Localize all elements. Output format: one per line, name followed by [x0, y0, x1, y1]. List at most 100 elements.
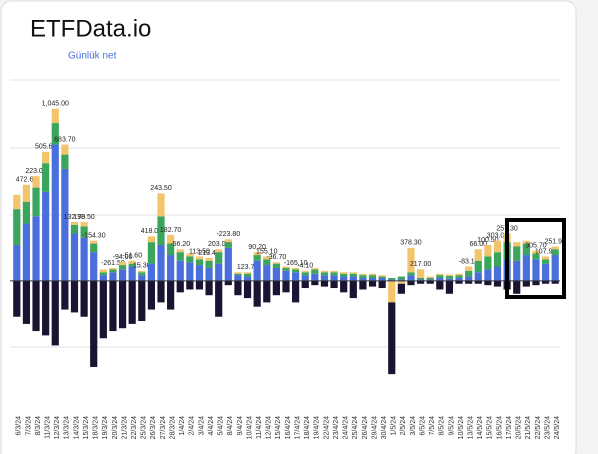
bar-segment: [474, 260, 482, 273]
bar-segment: [51, 144, 59, 281]
x-tick-label: 22/5/24: [535, 416, 542, 439]
x-tick-label: 24/5/24: [554, 416, 561, 439]
bar-segment: [330, 272, 338, 276]
bar-segment: [292, 269, 300, 273]
x-tick-label: 1/4/24: [179, 416, 186, 436]
bar-segment: [493, 252, 502, 267]
bar-segment: [532, 280, 540, 286]
bar-segment: [51, 108, 59, 124]
x-tick-label: 6/5/24: [419, 416, 426, 436]
value-label: -4.10: [297, 263, 313, 270]
x-tick-label: 19/3/24: [102, 416, 109, 439]
bar-segment: [301, 280, 309, 289]
bar-segment: [61, 280, 69, 310]
bar-segment: [215, 263, 223, 281]
x-tick-label: 28/3/24: [169, 416, 176, 439]
bar-segment: [378, 276, 386, 278]
bar-segment: [272, 262, 280, 264]
bar-segment: [340, 273, 348, 277]
bar-segment: [234, 280, 242, 296]
x-tick-label: 16/4/24: [285, 416, 292, 439]
value-label: 66.00: [470, 241, 488, 248]
bar-segment: [551, 255, 559, 281]
bar-segment: [532, 250, 540, 254]
bar-segment: [157, 245, 165, 281]
x-tick-label: 16/5/24: [496, 416, 503, 439]
bar-segment: [301, 270, 309, 273]
bar-segment: [205, 280, 213, 296]
bar-segment: [176, 280, 184, 293]
bar-segment: [397, 280, 405, 284]
bar-segment: [157, 280, 165, 303]
bar-segment: [176, 252, 184, 261]
bar-segment: [378, 278, 386, 281]
bar-segment: [493, 240, 502, 253]
bar-segment: [22, 201, 31, 224]
bar-segment: [388, 280, 396, 303]
bar-segment: [128, 280, 136, 324]
bar-segment: [349, 273, 357, 277]
bar-segment: [167, 243, 175, 256]
bar-segment: [138, 270, 146, 273]
bar-segment: [243, 276, 252, 281]
bar-segment: [292, 267, 300, 270]
bar-segment: [147, 263, 156, 281]
bar-segment: [42, 280, 50, 336]
x-tick-label: 13/5/24: [468, 416, 475, 439]
bar-segment: [195, 256, 204, 260]
value-label: 418.00: [141, 228, 163, 235]
bar-segment: [551, 246, 559, 250]
bar-segment: [368, 278, 377, 281]
bar-segment: [70, 224, 79, 234]
bar-segment: [397, 279, 405, 281]
bar-segment: [253, 280, 261, 307]
x-tick-label: 5/4/24: [218, 416, 225, 436]
bar-segment: [368, 275, 377, 278]
x-tick-label: 26/3/24: [150, 416, 157, 439]
bar-segment: [436, 275, 444, 278]
value-label: 203.00: [208, 241, 230, 248]
bar-segment: [80, 222, 88, 227]
x-tick-label: 29/4/24: [371, 416, 378, 439]
bar-segment: [416, 278, 425, 280]
value-label: 15.30: [133, 263, 151, 270]
bar-segment: [522, 280, 530, 287]
bar-segment: [253, 260, 261, 281]
bar-segment: [368, 280, 377, 287]
bar-segment: [436, 280, 444, 290]
bar-segment: [465, 270, 473, 277]
bar-segment: [320, 270, 329, 273]
bar-segment: [205, 267, 213, 281]
bar-segment: [263, 256, 271, 260]
bar-segment: [282, 267, 290, 271]
bar-segment: [551, 280, 559, 284]
value-label: -261.50: [101, 260, 125, 267]
x-tick-label: 8/3/24: [35, 416, 42, 436]
bar-segment: [70, 222, 79, 225]
bar-segment: [272, 263, 280, 268]
bar-segment: [243, 272, 252, 274]
bar-segment: [138, 275, 146, 281]
bar-segment: [147, 236, 156, 243]
bar-segment: [118, 262, 127, 266]
bar-segment: [349, 272, 357, 274]
bar-segment: [532, 253, 540, 260]
bar-segment: [90, 252, 98, 281]
value-label: -56.20: [170, 241, 190, 248]
bar-segment: [215, 280, 223, 317]
bar-segment: [397, 276, 405, 280]
bar-segment: [445, 280, 454, 294]
bar-segment: [359, 278, 367, 281]
bar-segment: [118, 265, 127, 270]
x-tick-label: 15/3/24: [83, 416, 90, 439]
x-tick-label: 21/5/24: [525, 416, 532, 439]
bar-segment: [368, 273, 377, 276]
bar-segment: [474, 249, 482, 261]
bar-segment: [42, 163, 50, 192]
bar-segment: [397, 283, 405, 294]
value-label: -154.30: [82, 233, 106, 240]
bar-segment: [224, 242, 232, 248]
bar-segment: [22, 184, 31, 202]
bar-segment: [90, 243, 98, 253]
